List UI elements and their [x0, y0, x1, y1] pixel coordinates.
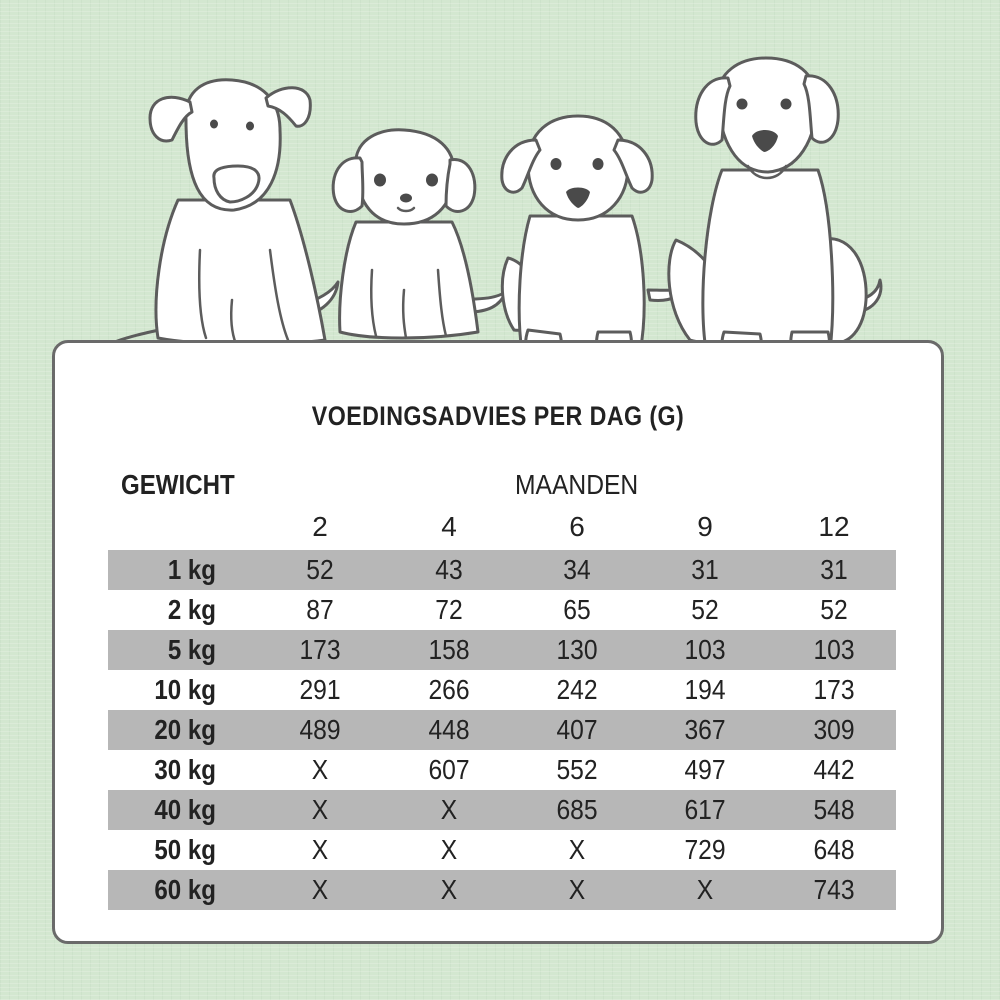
- terrier-dog-icon: [110, 78, 340, 346]
- value-cell: 497: [684, 754, 726, 785]
- value-cell: 607: [428, 754, 470, 785]
- value-cell: 103: [684, 634, 726, 665]
- weight-cell: 20 kg: [154, 714, 216, 745]
- value-cell: X: [311, 754, 329, 785]
- value-cell: 729: [684, 834, 726, 865]
- value-cell: 52: [820, 594, 848, 625]
- value-cell: 442: [813, 754, 855, 785]
- table-row: 30 kg X 607 552 497 442: [108, 750, 896, 790]
- value-cell: 548: [813, 794, 855, 825]
- table-row: 50 kg X X X 729 648: [108, 830, 896, 870]
- value-cell: 31: [691, 554, 719, 585]
- weight-cell: 30 kg: [154, 754, 216, 785]
- feeding-table: 1 kg 52 43 34 31 31 2 kg 87 72 65 52 52 …: [108, 550, 896, 910]
- weight-cell: 2 kg: [167, 594, 216, 625]
- value-cell: X: [696, 874, 714, 905]
- value-cell: 65: [563, 594, 591, 625]
- month-header: 12: [818, 511, 850, 542]
- weight-cell: 50 kg: [154, 834, 216, 865]
- value-cell: 158: [428, 634, 470, 665]
- table-row: 2 kg 87 72 65 52 52: [108, 590, 896, 630]
- table-row: 60 kg X X X X 743: [108, 870, 896, 910]
- value-cell: 266: [428, 674, 470, 705]
- value-cell: 43: [435, 554, 463, 585]
- value-cell: 743: [813, 874, 855, 905]
- month-header: 4: [441, 511, 457, 542]
- month-header: 9: [697, 511, 713, 542]
- value-cell: 72: [435, 594, 463, 625]
- table-row: 1 kg 52 43 34 31 31: [108, 550, 896, 590]
- value-cell: 173: [813, 674, 855, 705]
- table-row: 40 kg X X 685 617 548: [108, 790, 896, 830]
- value-cell: 617: [684, 794, 726, 825]
- value-cell: 309: [813, 714, 855, 745]
- weight-cell: 10 kg: [154, 674, 216, 705]
- value-cell: 448: [428, 714, 470, 745]
- value-cell: 552: [556, 754, 598, 785]
- table-row: 20 kg 489 448 407 367 309: [108, 710, 896, 750]
- value-cell: 52: [691, 594, 719, 625]
- value-cell: 367: [684, 714, 726, 745]
- value-cell: X: [311, 834, 329, 865]
- months-column-header: MAANDEN: [515, 469, 639, 500]
- value-cell: X: [440, 834, 458, 865]
- month-header: 2: [312, 511, 328, 542]
- dogs-illustration: [110, 56, 883, 366]
- value-cell: 489: [299, 714, 341, 745]
- value-cell: 407: [556, 714, 598, 745]
- large-puppy-icon: [667, 56, 883, 366]
- value-cell: 34: [563, 554, 591, 585]
- page-title: VOEDINGSADVIES PER DAG (G): [311, 401, 685, 431]
- months-header-row: 2 4 6 9 12: [108, 507, 896, 547]
- value-cell: 291: [299, 674, 341, 705]
- table-row: 10 kg 291 266 242 194 173: [108, 670, 896, 710]
- value-cell: 130: [556, 634, 598, 665]
- feeding-table-card: VOEDINGSADVIES PER DAG (G) GEWICHT MAAND…: [52, 340, 944, 944]
- value-cell: X: [440, 874, 458, 905]
- value-cell: X: [440, 794, 458, 825]
- weight-column-header: GEWICHT: [121, 469, 235, 500]
- value-cell: X: [311, 794, 329, 825]
- month-header: 6: [569, 511, 585, 542]
- value-cell: 52: [306, 554, 334, 585]
- poodle-puppy-icon: [331, 128, 508, 340]
- value-cell: 242: [556, 674, 598, 705]
- value-cell: 194: [684, 674, 726, 705]
- weight-cell: 5 kg: [167, 634, 216, 665]
- value-cell: X: [311, 874, 329, 905]
- value-cell: 173: [299, 634, 341, 665]
- value-cell: 103: [813, 634, 855, 665]
- value-cell: 87: [306, 594, 334, 625]
- table-row: 5 kg 173 158 130 103 103: [108, 630, 896, 670]
- value-cell: 648: [813, 834, 855, 865]
- value-cell: X: [568, 874, 586, 905]
- value-cell: 685: [556, 794, 598, 825]
- value-cell: X: [568, 834, 586, 865]
- weight-cell: 40 kg: [154, 794, 216, 825]
- weight-cell: 60 kg: [154, 874, 216, 905]
- labrador-puppy-icon: [500, 114, 686, 364]
- weight-cell: 1 kg: [167, 554, 216, 585]
- value-cell: 31: [820, 554, 848, 585]
